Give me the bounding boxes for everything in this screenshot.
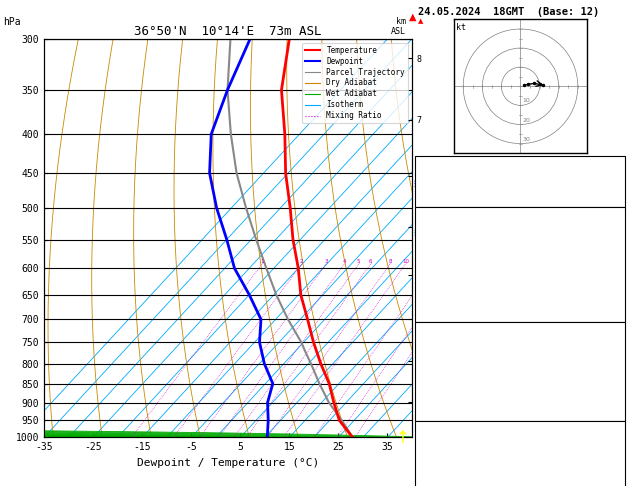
Text: 21: 21 [611, 160, 622, 170]
Text: StmDir: StmDir [418, 474, 450, 483]
Text: 1: 1 [616, 276, 622, 285]
Text: CIN (J): CIN (J) [418, 407, 455, 416]
Text: 2: 2 [300, 259, 304, 264]
Text: ▲: ▲ [409, 12, 416, 22]
Text: 6: 6 [369, 259, 372, 264]
Text: ↑: ↑ [396, 429, 409, 447]
Text: 2.13: 2.13 [601, 192, 622, 202]
Title: 36°50'N  10°14'E  73m ASL: 36°50'N 10°14'E 73m ASL [134, 25, 322, 38]
Text: SREH: SREH [418, 458, 439, 467]
Text: 266°: 266° [601, 474, 622, 483]
Text: hPa: hPa [3, 17, 21, 27]
Text: 5: 5 [616, 292, 622, 301]
Y-axis label: Mixing Ratio (g/kg): Mixing Ratio (g/kg) [424, 191, 433, 286]
Text: Most Unstable: Most Unstable [485, 327, 555, 336]
Text: 42: 42 [611, 176, 622, 186]
Text: Totals Totals: Totals Totals [418, 176, 487, 186]
Text: 3: 3 [325, 259, 328, 264]
Text: km
ASL: km ASL [391, 17, 406, 36]
Text: 323: 323 [606, 359, 622, 368]
Text: 24.05.2024  18GMT  (Base: 12): 24.05.2024 18GMT (Base: 12) [418, 7, 599, 17]
Text: K: K [418, 160, 423, 170]
Text: CIN (J): CIN (J) [418, 308, 455, 317]
Text: CAPE (J): CAPE (J) [418, 292, 460, 301]
Text: 125: 125 [606, 407, 622, 416]
Text: ≡≡: ≡≡ [413, 227, 428, 240]
Text: Hodograph: Hodograph [496, 426, 544, 435]
Text: 23: 23 [611, 442, 622, 451]
Text: 125: 125 [606, 308, 622, 317]
Text: θₑ(K): θₑ(K) [418, 260, 445, 269]
Text: 10.5: 10.5 [601, 243, 622, 253]
Text: 4: 4 [343, 259, 346, 264]
Text: Pressure (mb): Pressure (mb) [418, 343, 487, 352]
X-axis label: Dewpoint / Temperature (°C): Dewpoint / Temperature (°C) [137, 458, 319, 468]
Legend: Temperature, Dewpoint, Parcel Trajectory, Dry Adiabat, Wet Adiabat, Isotherm, Mi: Temperature, Dewpoint, Parcel Trajectory… [302, 43, 408, 123]
Text: Surface: Surface [501, 211, 538, 221]
Text: © weatheronline.co.uk: © weatheronline.co.uk [471, 473, 569, 482]
Text: Temp (°C): Temp (°C) [418, 227, 466, 237]
Text: 1: 1 [616, 375, 622, 384]
Text: CAPE (J): CAPE (J) [418, 391, 460, 400]
Text: 30: 30 [523, 137, 530, 141]
Text: 5: 5 [616, 391, 622, 400]
Text: 1: 1 [260, 259, 264, 264]
Text: 10: 10 [402, 259, 409, 264]
Text: 27.9: 27.9 [601, 227, 622, 237]
Text: 10: 10 [523, 99, 530, 104]
Text: Lifted Index: Lifted Index [418, 276, 482, 285]
Text: 20: 20 [523, 118, 530, 122]
Text: Dewp (°C): Dewp (°C) [418, 243, 466, 253]
Text: Lifted Index: Lifted Index [418, 375, 482, 384]
Text: ≡≡: ≡≡ [413, 178, 428, 191]
Text: 5: 5 [357, 259, 360, 264]
Text: 323: 323 [606, 260, 622, 269]
Text: LCL: LCL [416, 348, 431, 358]
Text: 10: 10 [611, 458, 622, 467]
Text: θₑ (K): θₑ (K) [418, 359, 450, 368]
Text: PW (cm): PW (cm) [418, 192, 455, 202]
Text: EH: EH [418, 442, 428, 451]
Text: ▲: ▲ [418, 18, 424, 24]
Text: 8: 8 [388, 259, 392, 264]
Text: kt: kt [455, 23, 465, 32]
Text: 1007: 1007 [601, 343, 622, 352]
